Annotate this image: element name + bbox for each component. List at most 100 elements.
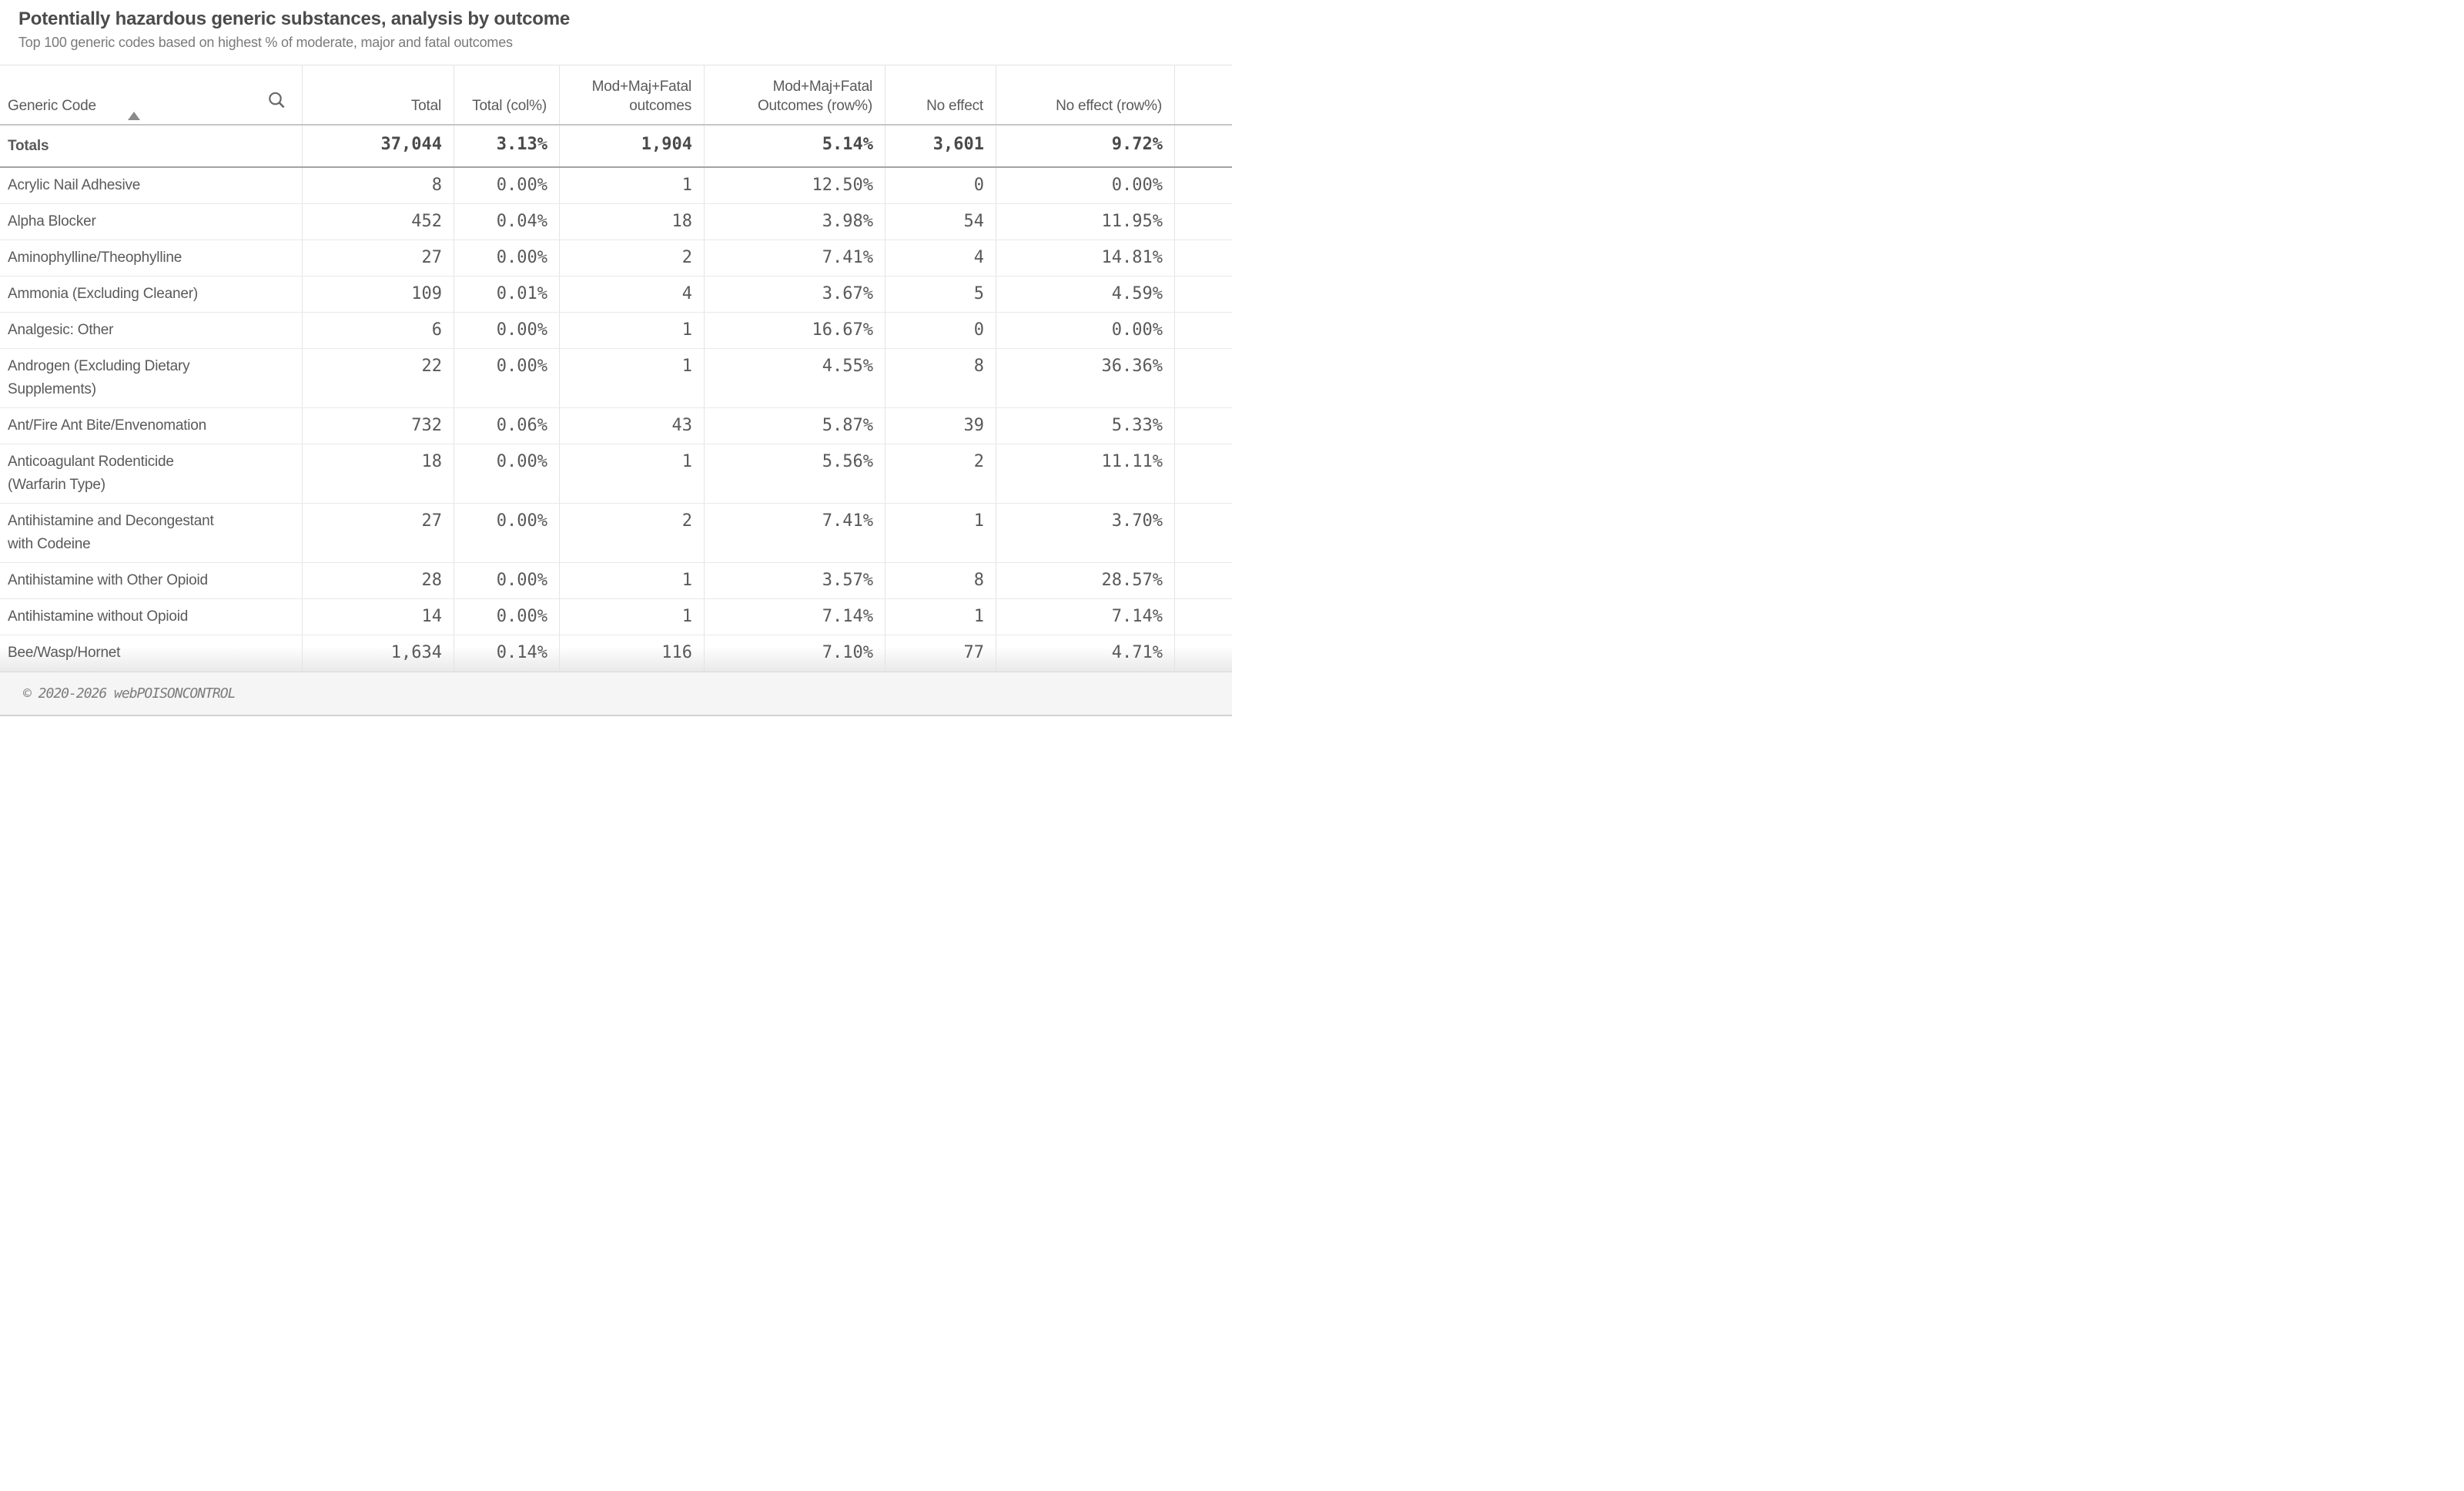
table-cell: 0 xyxy=(886,313,996,348)
totals-cell: 5.14% xyxy=(705,126,886,166)
dashboard-page: Potentially hazardous generic substances… xyxy=(0,0,1232,746)
table-cell: 28.57% xyxy=(996,563,1175,598)
row-label-text: Analgesic: Other xyxy=(8,322,114,338)
totals-cell: 37,044 xyxy=(303,126,454,166)
table-cell: 7.10% xyxy=(705,635,886,672)
table-cell: 16.67% xyxy=(705,313,886,348)
row-label[interactable]: Ant/Fire Ant Bite/Envenomation xyxy=(0,408,303,444)
table-cell: 5.33% xyxy=(996,408,1175,444)
table-cell: 0.00% xyxy=(454,240,560,276)
totals-cell: 3.13% xyxy=(454,126,560,166)
row-label-text: Bee/Wasp/Hornet xyxy=(8,645,121,661)
table-cell: 1 xyxy=(886,599,996,635)
sort-ascending-icon xyxy=(128,112,140,120)
table-cell: 1 xyxy=(886,504,996,562)
table-cell: 2 xyxy=(560,504,705,562)
column-header-label: No effect (row%) xyxy=(1056,98,1162,114)
table-cell: 43 xyxy=(560,408,705,444)
copyright-footer: © 2020-2026 webPOISONCONTROL xyxy=(0,672,1232,716)
column-header-label: Mod+Maj+Fatal outcomes xyxy=(591,79,692,114)
pivot-table: Generic Code Total Total (col%) Mod+Maj+Fat… xyxy=(0,65,1232,672)
table-cell: 3.98% xyxy=(705,204,886,240)
table-cell: 18 xyxy=(560,204,705,240)
table-row: Anticoagulant Rodenticide (Warfarin Type… xyxy=(0,444,1232,504)
table-cell: 109 xyxy=(303,276,454,312)
totals-label: Totals xyxy=(0,126,303,166)
table-header-row: Generic Code Total Total (col%) Mod+Maj+Fat… xyxy=(0,65,1232,126)
table-cell: 452 xyxy=(303,204,454,240)
column-header-no-effect-row[interactable]: No effect (row%) xyxy=(996,65,1175,124)
row-label[interactable]: Bee/Wasp/Hornet xyxy=(0,635,303,672)
column-header-label: No effect xyxy=(926,98,983,114)
page-title: Potentially hazardous generic substances… xyxy=(18,8,571,29)
column-header-label: Total xyxy=(410,98,441,114)
table-cell: 12.50% xyxy=(705,168,886,203)
table-cell: 5.56% xyxy=(705,444,886,503)
blank-cell xyxy=(1175,168,1232,203)
table-cell: 732 xyxy=(303,408,454,444)
table-cell: 7.14% xyxy=(996,599,1175,635)
table-cell: 4 xyxy=(560,276,705,312)
totals-cell: 1,904 xyxy=(560,126,705,166)
totals-row: Totals 37,044 3.13% 1,904 5.14% 3,601 9.72% xyxy=(0,126,1232,168)
row-label[interactable]: Analgesic: Other xyxy=(0,313,303,348)
table-cell: 3.57% xyxy=(705,563,886,598)
row-label[interactable]: Antihistamine without Opioid xyxy=(0,599,303,635)
table-cell: 0.14% xyxy=(454,635,560,672)
table-cell: 0.00% xyxy=(454,599,560,635)
row-label[interactable]: Antihistamine with Other Opioid xyxy=(0,563,303,598)
table-row: Aminophylline/Theophylline 27 0.00% 2 7.41% 4… xyxy=(0,240,1232,276)
blank-cell xyxy=(1175,504,1232,562)
table-cell: 6 xyxy=(303,313,454,348)
row-label[interactable]: Androgen (Excluding Dietary Supplements) xyxy=(0,349,303,407)
table-cell: 2 xyxy=(560,240,705,276)
table-cell: 39 xyxy=(886,408,996,444)
row-label[interactable]: Antihistamine and Decongestant with Code… xyxy=(0,504,303,562)
table-cell: 0.00% xyxy=(996,313,1175,348)
row-label-text: Antihistamine without Opioid xyxy=(8,608,189,625)
row-label-text: Androgen (Excluding Dietary Supplements) xyxy=(8,358,190,397)
blank-cell xyxy=(1175,126,1232,166)
table-cell: 1,634 xyxy=(303,635,454,672)
row-label[interactable]: Alpha Blocker xyxy=(0,204,303,240)
page-subtitle: Top 100 generic codes based on highest %… xyxy=(18,35,513,50)
table-row: Ant/Fire Ant Bite/Envenomation 732 0.06% 43… xyxy=(0,408,1232,444)
column-header-label: Total (col%) xyxy=(472,98,547,114)
table-cell: 0.06% xyxy=(454,408,560,444)
row-label[interactable]: Anticoagulant Rodenticide (Warfarin Type… xyxy=(0,444,303,503)
column-header-mod-maj-fatal-outcomes[interactable]: Mod+Maj+Fatal outcomes xyxy=(560,65,705,124)
column-header-mod-maj-fatal-outcomes-row[interactable]: Mod+Maj+Fatal Outcomes (row%) xyxy=(705,65,886,124)
row-label[interactable]: Ammonia (Excluding Cleaner) xyxy=(0,276,303,312)
table-cell: 1 xyxy=(560,599,705,635)
table-cell: 11.11% xyxy=(996,444,1175,503)
table-cell: 8 xyxy=(886,349,996,407)
blank-cell xyxy=(1175,599,1232,635)
column-header-no-effect[interactable]: No effect xyxy=(886,65,996,124)
row-label-text: Ammonia (Excluding Cleaner) xyxy=(8,286,198,302)
copyright-text: © 2020-2026 webPOISONCONTROL xyxy=(23,685,236,702)
table-row: Alpha Blocker 452 0.04% 18 3.98% 54 11.95% xyxy=(0,204,1232,240)
row-label[interactable]: Acrylic Nail Adhesive xyxy=(0,168,303,203)
row-label-text: Antihistamine and Decongestant with Code… xyxy=(8,513,214,552)
row-label-text: Anticoagulant Rodenticide (Warfarin Type… xyxy=(8,454,174,493)
column-header-total-col[interactable]: Total (col%) xyxy=(454,65,560,124)
table-cell: 0.04% xyxy=(454,204,560,240)
row-label-text: Acrylic Nail Adhesive xyxy=(8,177,141,193)
search-icon[interactable] xyxy=(268,92,286,109)
table-cell: 14 xyxy=(303,599,454,635)
table-cell: 4.71% xyxy=(996,635,1175,672)
row-label[interactable]: Aminophylline/Theophylline xyxy=(0,240,303,276)
column-header-label: Mod+Maj+Fatal Outcomes (row%) xyxy=(757,79,872,114)
column-header-total[interactable]: Total xyxy=(303,65,454,124)
blank-cell xyxy=(1175,408,1232,444)
table-cell: 5.87% xyxy=(705,408,886,444)
row-label-text: Antihistamine with Other Opioid xyxy=(8,572,208,588)
blank-cell xyxy=(1175,349,1232,407)
column-header-generic-code[interactable]: Generic Code xyxy=(0,65,303,124)
table-cell: 4.59% xyxy=(996,276,1175,312)
table-cell: 5 xyxy=(886,276,996,312)
table-cell: 18 xyxy=(303,444,454,503)
column-header-blank xyxy=(1175,65,1232,124)
row-label-text: Alpha Blocker xyxy=(8,213,96,230)
table-cell: 22 xyxy=(303,349,454,407)
